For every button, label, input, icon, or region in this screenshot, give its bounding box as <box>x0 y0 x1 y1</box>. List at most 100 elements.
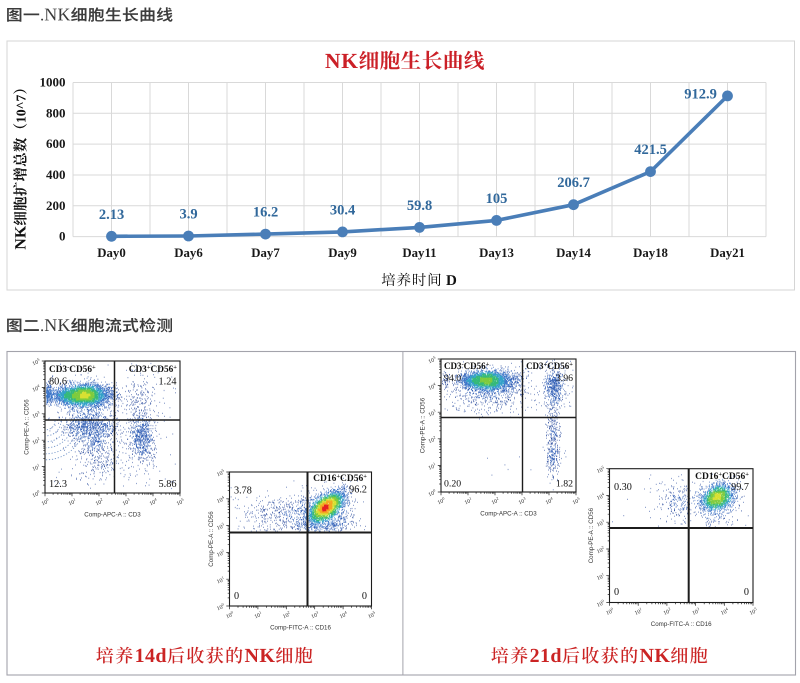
svg-text:912.9: 912.9 <box>684 87 717 103</box>
svg-text:102: 102 <box>595 545 605 556</box>
svg-text:101: 101 <box>215 575 225 586</box>
svg-text:2.13: 2.13 <box>99 207 124 223</box>
svg-text:Comp-PE-A :: CD56: Comp-PE-A :: CD56 <box>208 511 215 567</box>
svg-text:5.86: 5.86 <box>158 479 176 490</box>
svg-text:101: 101 <box>253 610 263 621</box>
svg-text:103: 103 <box>31 409 41 420</box>
svg-text:3.96: 3.96 <box>556 373 573 384</box>
svg-text:421.5: 421.5 <box>634 142 667 158</box>
svg-text:103: 103 <box>310 610 320 621</box>
svg-text:102: 102 <box>31 436 41 447</box>
svg-text:Day9: Day9 <box>328 246 356 260</box>
svg-text:Day13: Day13 <box>479 246 514 260</box>
svg-text:104: 104 <box>544 495 555 506</box>
svg-text:103: 103 <box>691 606 701 617</box>
svg-text:80.6: 80.6 <box>49 377 67 388</box>
svg-text:3.9: 3.9 <box>179 207 197 223</box>
svg-text:102: 102 <box>490 496 500 507</box>
svg-text:100: 100 <box>595 598 605 609</box>
svg-text:101: 101 <box>463 496 473 507</box>
svg-text:103: 103 <box>215 521 225 532</box>
svg-text:0.20: 0.20 <box>444 479 461 490</box>
svg-text:105: 105 <box>595 464 605 475</box>
svg-text:0: 0 <box>234 591 239 602</box>
svg-text:105: 105 <box>31 357 41 368</box>
svg-text:59.8: 59.8 <box>407 198 432 214</box>
svg-text:105: 105 <box>486 191 508 207</box>
svg-text:3.78: 3.78 <box>234 486 252 497</box>
svg-text:102: 102 <box>94 497 104 508</box>
svg-text:Day14: Day14 <box>556 246 591 260</box>
svg-text:Comp-FITC-A :: CD16: Comp-FITC-A :: CD16 <box>651 621 712 628</box>
svg-text:101: 101 <box>427 461 437 472</box>
svg-text:105: 105 <box>215 468 225 479</box>
svg-text:102: 102 <box>281 610 291 621</box>
svg-text:800: 800 <box>46 105 66 120</box>
svg-text:Day0: Day0 <box>97 246 125 260</box>
svg-text:0: 0 <box>744 587 749 598</box>
svg-text:100: 100 <box>427 488 437 499</box>
svg-text:Day6: Day6 <box>174 246 203 260</box>
svg-text:Day11: Day11 <box>402 246 436 260</box>
svg-text:Comp-PE-A :: CD56: Comp-PE-A :: CD56 <box>24 399 31 455</box>
svg-text:CD3+​CD56+​: CD3+​CD56+​ <box>129 364 178 375</box>
svg-text:Comp-PE-A :: CD56: Comp-PE-A :: CD56 <box>420 397 427 453</box>
svg-text:100: 100 <box>604 606 614 617</box>
svg-text:CD3+​CD56+​: CD3+​CD56+​ <box>526 361 573 371</box>
svg-text:1000: 1000 <box>40 75 66 90</box>
svg-text:101: 101 <box>31 462 41 473</box>
svg-text:Day18: Day18 <box>633 246 668 260</box>
svg-text:102: 102 <box>662 606 672 617</box>
svg-text:104: 104 <box>215 494 226 505</box>
svg-text:103: 103 <box>121 497 131 508</box>
svg-text:105: 105 <box>748 606 758 617</box>
svg-text:105: 105 <box>175 497 185 508</box>
svg-text:101: 101 <box>67 497 77 508</box>
svg-text:0.30: 0.30 <box>614 482 632 493</box>
svg-text:CD16+​CD56+​: CD16+​CD56+​ <box>695 471 749 482</box>
svg-text:103: 103 <box>595 518 605 529</box>
svg-text:Comp-FITC-A :: CD16: Comp-FITC-A :: CD16 <box>270 625 331 632</box>
svg-text:Day7: Day7 <box>251 246 280 260</box>
svg-text:105: 105 <box>427 355 437 366</box>
svg-text:103: 103 <box>517 496 527 507</box>
svg-text:0: 0 <box>614 587 619 598</box>
svg-text:100: 100 <box>31 489 41 500</box>
svg-text:Day21: Day21 <box>710 246 745 260</box>
svg-text:30.4: 30.4 <box>330 202 355 218</box>
svg-text:103: 103 <box>427 408 437 419</box>
svg-text:104: 104 <box>719 606 730 617</box>
svg-text:101: 101 <box>595 571 605 582</box>
svg-text:12.3: 12.3 <box>49 479 67 490</box>
svg-text:206.7: 206.7 <box>557 175 590 191</box>
svg-text:102: 102 <box>427 434 437 445</box>
svg-text:96.2: 96.2 <box>349 485 367 496</box>
svg-text:Comp-PE-A :: CD56: Comp-PE-A :: CD56 <box>588 507 595 563</box>
svg-text:1.82: 1.82 <box>556 479 573 490</box>
svg-text:99.7: 99.7 <box>731 482 749 493</box>
svg-text:CD3-​CD56+​: CD3-​CD56+​ <box>49 364 96 375</box>
svg-text:104: 104 <box>31 383 42 394</box>
svg-text:Comp-APC-A :: CD3: Comp-APC-A :: CD3 <box>480 511 537 518</box>
svg-text:101: 101 <box>633 606 643 617</box>
svg-text:104: 104 <box>338 609 349 620</box>
svg-text:0: 0 <box>59 229 66 244</box>
svg-text:0: 0 <box>362 591 367 602</box>
svg-text:100: 100 <box>215 602 225 613</box>
svg-text:105: 105 <box>366 610 376 621</box>
svg-text:600: 600 <box>46 136 66 151</box>
svg-text:CD16+​CD56+​: CD16+​CD56+​ <box>313 473 367 484</box>
svg-text:104: 104 <box>595 491 606 502</box>
svg-text:400: 400 <box>46 167 66 182</box>
svg-text:200: 200 <box>46 198 66 213</box>
svg-text:CD3-​CD56+​: CD3-​CD56+​ <box>444 361 490 371</box>
svg-text:1.24: 1.24 <box>158 377 176 388</box>
svg-text:94.0: 94.0 <box>444 373 461 384</box>
svg-text:102: 102 <box>215 548 225 559</box>
svg-text:16.2: 16.2 <box>253 205 278 221</box>
svg-text:100: 100 <box>224 610 234 621</box>
svg-text:104: 104 <box>427 381 438 392</box>
svg-text:100: 100 <box>436 496 446 507</box>
svg-text:104: 104 <box>148 496 159 507</box>
svg-text:105: 105 <box>571 496 581 507</box>
